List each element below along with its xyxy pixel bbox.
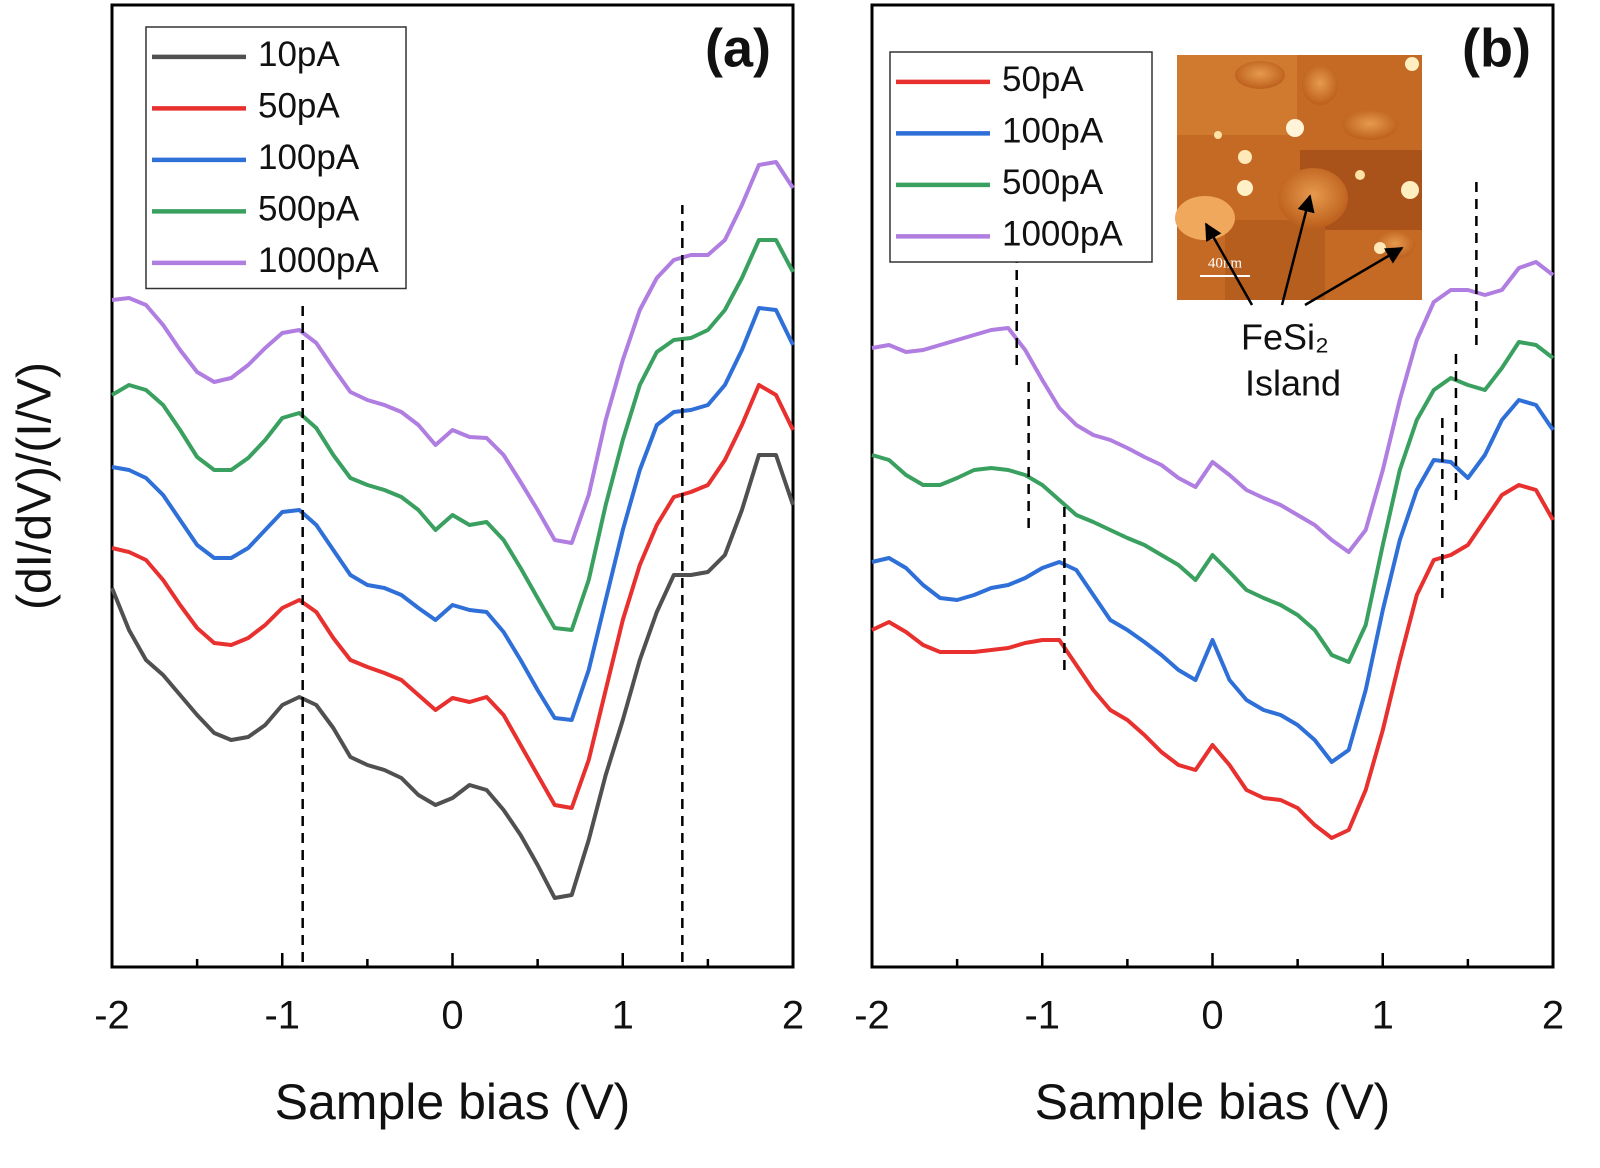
spectrum-line: [110, 453, 795, 900]
legend-label: 10pA: [258, 35, 340, 74]
y-axis-label: (dI/dV)/(I/V): [9, 362, 62, 610]
x-tick-label: -1: [264, 994, 300, 1038]
stm-inset: 40nm FeSi₂ Island: [1175, 55, 1422, 404]
x-axis-label: Sample bias (V): [275, 1074, 631, 1130]
legend-box: [889, 51, 1153, 263]
x-tick-label: 1: [1372, 994, 1394, 1038]
x-tick-label: 0: [441, 994, 463, 1038]
legend-label: 100pA: [258, 138, 360, 177]
legend-label: 1000pA: [1002, 215, 1123, 254]
legend-label: 100pA: [1002, 112, 1104, 151]
spectrum-line: [111, 306, 795, 722]
legend-label: 500pA: [258, 190, 360, 229]
x-tick-label: 2: [1542, 994, 1564, 1038]
legend-label: 500pA: [1002, 163, 1104, 202]
x-tick-label: 1: [612, 994, 634, 1038]
annotation: FeSi₂: [1241, 317, 1329, 358]
x-tick-label: -2: [94, 994, 130, 1038]
spectrum-line: [110, 238, 795, 632]
x-tick-label: 0: [1201, 994, 1223, 1038]
spectrum-line: [111, 383, 795, 810]
x-tick-label: 2: [782, 994, 804, 1038]
x-axis-label: Sample bias (V): [1035, 1074, 1391, 1130]
legend-label: 50pA: [258, 87, 340, 126]
legend-label: 50pA: [1002, 60, 1084, 99]
spectrum-line: [871, 398, 1555, 764]
spectrum-line: [871, 483, 1555, 840]
spectrum-line: [871, 340, 1555, 664]
x-tick-label: -2: [854, 994, 890, 1038]
spectrum-line: [111, 160, 795, 545]
x-tick-label: -1: [1024, 994, 1060, 1038]
panel-label: (a): [705, 18, 771, 78]
spectrum-line: [871, 260, 1555, 554]
panel-label: (b): [1462, 18, 1531, 78]
legend-label: 1000pA: [258, 241, 379, 280]
annotation: Island: [1245, 363, 1341, 404]
scale-label: 40nm: [1208, 255, 1243, 271]
